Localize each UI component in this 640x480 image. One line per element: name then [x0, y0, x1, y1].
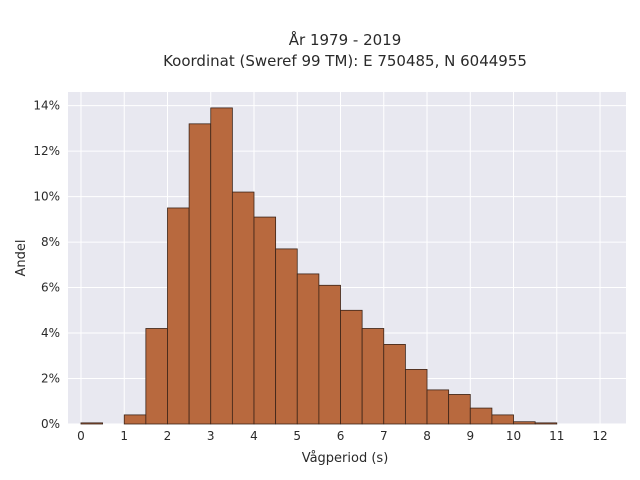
histogram-bar: [318, 284, 341, 425]
x-tick-label: 11: [549, 429, 564, 443]
y-tick-label: 2%: [41, 372, 60, 386]
chart-title-line-2: Koordinat (Sweref 99 TM): E 750485, N 60…: [163, 52, 527, 70]
histogram-bar: [167, 207, 190, 425]
histogram-bar: [340, 309, 363, 425]
x-tick-label: 1: [120, 429, 128, 443]
x-tick-label: 2: [164, 429, 172, 443]
x-axis-label: Vågperiod (s): [302, 451, 389, 466]
y-tick-label: 8%: [41, 235, 60, 249]
histogram-bar: [513, 421, 536, 425]
histogram-bar: [80, 422, 104, 425]
y-tick-label: 12%: [33, 144, 60, 158]
histogram-bar: [296, 273, 320, 425]
x-tick-label: 9: [466, 429, 474, 443]
x-tick-label: 6: [337, 429, 345, 443]
histogram-bar: [534, 422, 558, 425]
histogram-bar: [448, 394, 471, 425]
y-tick-label: 0%: [41, 417, 60, 431]
x-tick-label: 8: [423, 429, 431, 443]
histogram-bar: [383, 344, 406, 425]
histogram-bar: [188, 123, 212, 425]
histogram-bar: [123, 414, 147, 425]
histogram-bar: [275, 248, 298, 425]
x-tick-label: 5: [293, 429, 301, 443]
x-tick-label: 4: [250, 429, 258, 443]
chart-title-line-1: År 1979 - 2019: [289, 30, 402, 49]
x-tick-labels: 0 1 2 3 4 5 6 7 8 9 10 11 12: [77, 429, 608, 443]
histogram-bar: [426, 389, 450, 425]
y-axis-label: Andel: [14, 240, 29, 277]
histogram-bar: [361, 328, 385, 425]
y-tick-labels: 0% 2% 4% 6% 8% 10% 12% 14%: [33, 99, 60, 431]
histogram-bar: [253, 216, 277, 425]
histogram-bar: [491, 414, 514, 425]
histogram-bar: [469, 407, 493, 425]
histogram-bar: [404, 369, 428, 425]
x-tick-label: 7: [380, 429, 388, 443]
x-tick-label: 10: [506, 429, 521, 443]
y-tick-label: 6%: [41, 281, 60, 295]
x-tick-label: 3: [207, 429, 215, 443]
bars: [80, 107, 558, 425]
histogram-bar: [231, 191, 255, 425]
y-tick-label: 14%: [33, 99, 60, 113]
x-tick-label: 12: [592, 429, 607, 443]
y-tick-label: 4%: [41, 326, 60, 340]
histogram-bar: [210, 107, 233, 425]
histogram-bar: [145, 328, 168, 425]
x-tick-label: 0: [77, 429, 85, 443]
y-tick-label: 10%: [33, 190, 60, 204]
